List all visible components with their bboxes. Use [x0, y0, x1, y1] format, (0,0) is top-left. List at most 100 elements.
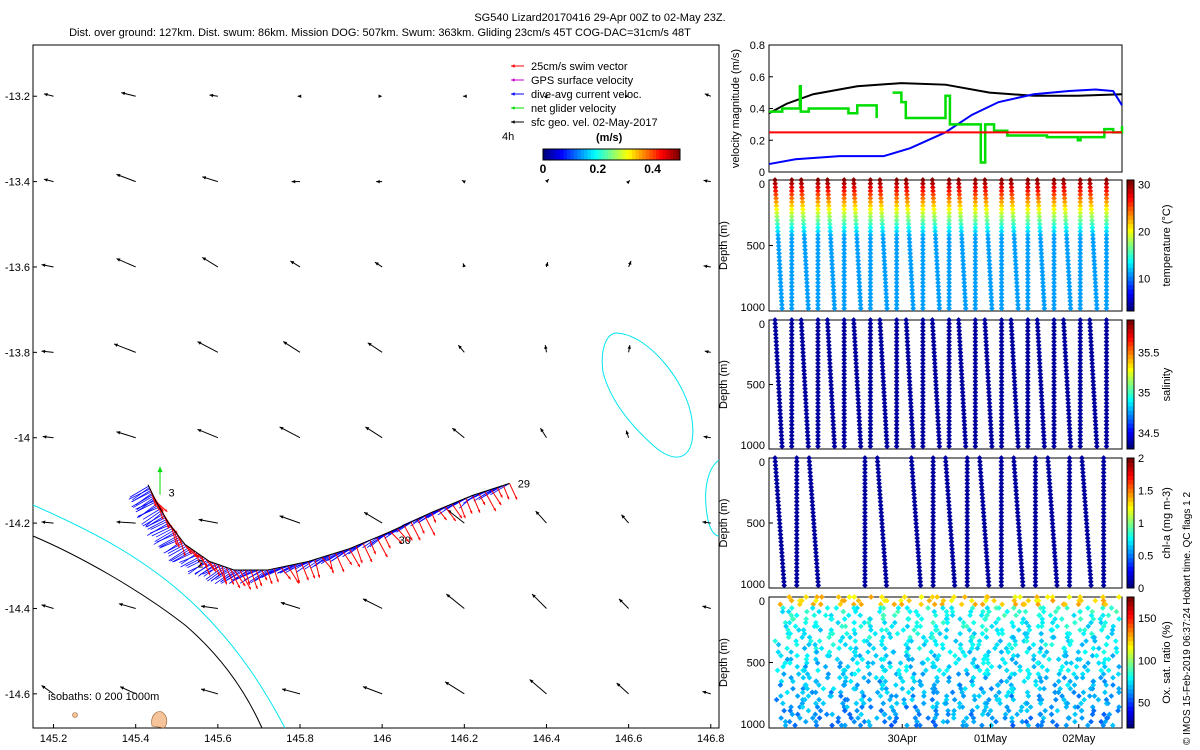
profile-point	[1023, 718, 1030, 725]
profile-point	[920, 342, 926, 349]
profile-point	[1077, 228, 1084, 235]
profile-point	[998, 371, 1005, 378]
profile-point	[1051, 346, 1057, 352]
profile-point	[788, 356, 795, 363]
profile-point	[1024, 367, 1031, 374]
profile-point	[908, 407, 915, 414]
profile-point	[772, 177, 778, 183]
profile-point	[972, 439, 979, 446]
profile-point	[1073, 663, 1080, 670]
profile-point	[972, 184, 979, 191]
profile-point	[811, 612, 818, 619]
profile-point	[776, 246, 782, 253]
profile-point	[1103, 213, 1110, 220]
profile-point	[986, 403, 993, 410]
profile-point	[787, 660, 793, 666]
profile-point	[946, 184, 952, 191]
profile-point	[775, 649, 782, 655]
profile-point	[972, 385, 979, 392]
profile-point	[998, 367, 1005, 374]
profile-point	[886, 715, 893, 721]
geo-vector-arrow-head	[625, 94, 629, 98]
section-colorbar-segment	[1127, 306, 1134, 312]
profile-point	[1050, 527, 1056, 534]
profile-point	[946, 188, 952, 194]
swim-vector-arrow	[213, 562, 221, 577]
profile-point	[1039, 261, 1045, 268]
profile-point	[931, 360, 938, 367]
profile-point	[1031, 663, 1037, 670]
profile-point	[1103, 331, 1110, 338]
profile-point	[1051, 254, 1057, 260]
profile-point	[1024, 224, 1031, 231]
profile-point	[931, 213, 938, 220]
profile-point	[773, 338, 780, 345]
profile-point	[1016, 538, 1023, 545]
profile-point	[964, 560, 971, 567]
profile-point	[788, 439, 795, 446]
geo-vector-arrow-head	[121, 91, 126, 96]
profile-point	[934, 261, 940, 268]
profile-point	[1014, 506, 1021, 512]
profile-point	[928, 630, 935, 637]
profile-point	[998, 250, 1005, 257]
profile-point	[983, 597, 989, 604]
profile-point	[946, 403, 952, 410]
profile-point	[1066, 549, 1073, 556]
profile-point	[935, 418, 941, 424]
geo-vector-arrow	[41, 263, 54, 268]
profile-point	[815, 224, 821, 231]
profile-point	[946, 425, 952, 432]
swim-vector-arrow	[458, 500, 466, 519]
profile-point	[1026, 623, 1032, 630]
profile-point	[1008, 685, 1015, 692]
section-colorbar-segment	[1127, 523, 1134, 528]
profile-point	[1009, 335, 1015, 341]
swim-vector-arrow-head	[459, 515, 462, 519]
profile-point	[891, 619, 898, 626]
profile-point	[909, 294, 916, 301]
profile-point	[867, 224, 874, 231]
profile-point	[930, 689, 937, 696]
profile-point	[946, 250, 952, 257]
profile-point	[1102, 601, 1109, 608]
profile-point	[916, 711, 923, 718]
profile-point	[882, 411, 889, 417]
profile-point	[1032, 484, 1039, 490]
profile-point	[1046, 469, 1052, 476]
profile-point	[778, 421, 784, 428]
map-x-tick-label: 145.2	[40, 733, 68, 745]
section-colorbar-segment	[1127, 236, 1134, 242]
profile-point	[1091, 261, 1098, 268]
profile-point	[1037, 700, 1044, 707]
profile-point	[915, 553, 922, 560]
profile-point	[934, 400, 940, 406]
profile-point	[784, 689, 791, 696]
profile-point	[893, 439, 900, 446]
profile-point	[946, 674, 952, 681]
geo-vector-arrow-shaft	[446, 593, 465, 609]
profile-point	[867, 360, 874, 367]
profile-point	[1061, 338, 1068, 345]
profile-point	[1051, 180, 1057, 187]
swim-vector-arrow-shaft	[239, 569, 252, 590]
profile-point	[799, 704, 806, 710]
profile-point	[998, 272, 1005, 279]
profile-point	[1109, 630, 1115, 637]
profile-point	[828, 378, 834, 385]
profile-point	[917, 582, 924, 589]
profile-point	[920, 294, 926, 301]
swim-vector-arrow-shaft	[196, 552, 208, 567]
profile-point	[799, 335, 806, 341]
profile-point	[1051, 261, 1057, 268]
profile-point	[1093, 301, 1100, 308]
profile-point	[964, 568, 971, 574]
profile-point	[950, 560, 956, 567]
profile-point	[1077, 268, 1084, 275]
profile-point	[967, 638, 974, 644]
profile-point	[815, 421, 821, 428]
profile-point	[841, 411, 848, 417]
profile-point	[862, 520, 868, 527]
profile-point	[909, 283, 915, 290]
profile-point	[1039, 272, 1046, 279]
